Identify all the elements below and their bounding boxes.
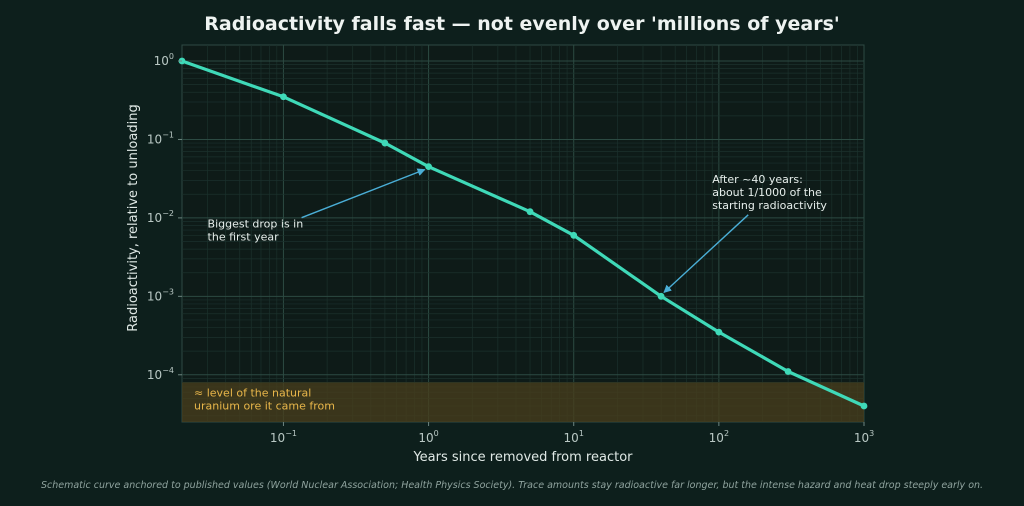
- band-label: uranium ore it came from: [194, 399, 335, 412]
- data-point: [784, 368, 792, 375]
- y-tick-label: 10−3: [147, 287, 174, 303]
- data-point: [425, 163, 432, 171]
- data-point: [657, 292, 665, 300]
- annotation-text: about 1/1000 of the: [712, 186, 822, 199]
- x-tick-label: 103: [854, 429, 874, 445]
- x-axis-label: Years since removed from reactor: [412, 450, 633, 465]
- y-tick-label: 10−1: [147, 130, 174, 146]
- plot-area: [181, 44, 865, 423]
- annotation-text: After ~40 years:: [712, 173, 803, 186]
- series-line: [180, 59, 866, 408]
- y-tick-label: 10−2: [147, 209, 174, 225]
- x-tick-label: 102: [709, 429, 729, 445]
- annotation-arrow: [301, 168, 426, 219]
- x-tick-label: 100: [418, 429, 438, 445]
- x-tick-label: 101: [564, 429, 584, 445]
- y-tick-label: 10−4: [147, 366, 174, 382]
- data-point: [860, 402, 868, 410]
- series: [178, 57, 868, 410]
- data-point: [715, 328, 723, 336]
- axis-ticks: 10−1 100 101 102 103 10−4 10−3 10−2 10−1 100: [147, 52, 874, 445]
- footnote: Schematic curve anchored to published va…: [41, 480, 983, 491]
- y-tick-label: 100: [154, 52, 174, 68]
- data-point: [381, 139, 389, 147]
- y-axis-label: Radioactivity, relative to unloading: [126, 104, 141, 331]
- x-tick-label: 10−1: [270, 429, 297, 445]
- data-point: [526, 208, 534, 216]
- chart-title: Radioactivity falls fast — not evenly ov…: [204, 13, 840, 35]
- annotation-arrow: [663, 214, 749, 294]
- annotation-text: Biggest drop is in: [208, 218, 304, 231]
- data-point: [570, 231, 578, 239]
- data-point: [280, 93, 287, 101]
- band-label: ≈ level of the natural: [194, 386, 311, 399]
- annotation-text: the first year: [208, 231, 280, 244]
- annotation-text: starting radioactivity: [712, 199, 827, 212]
- band-fill: [182, 382, 864, 422]
